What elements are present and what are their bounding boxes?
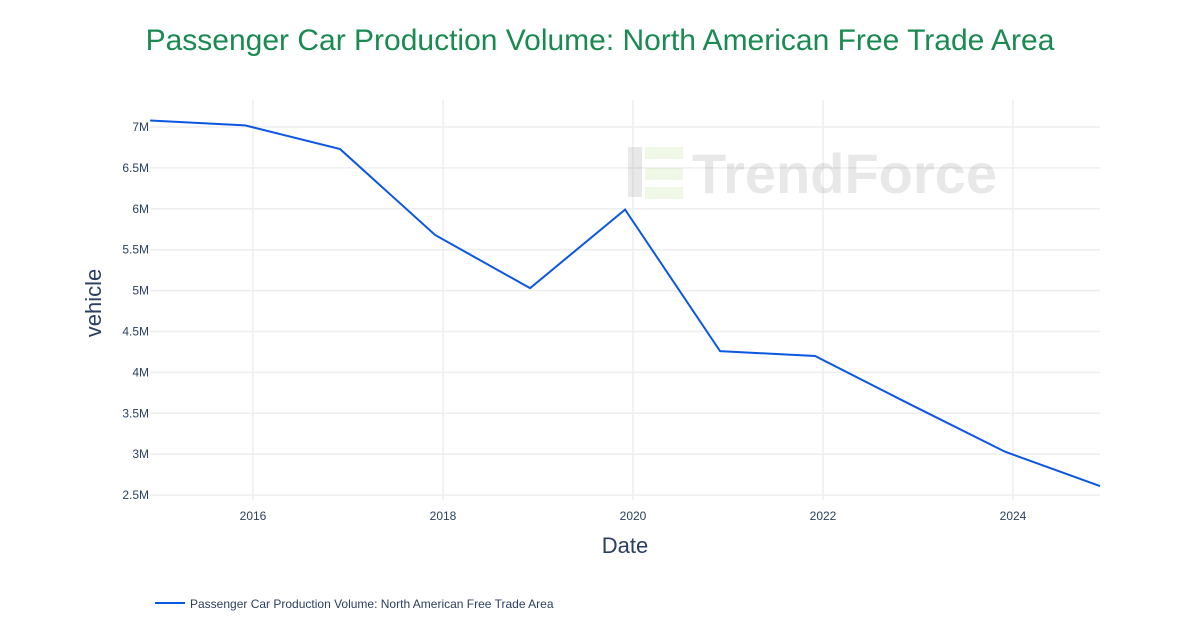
x-tick-label: 2024 xyxy=(1000,509,1027,523)
y-tick-label: 5M xyxy=(132,284,149,298)
x-axis-title: Date xyxy=(602,533,648,558)
legend[interactable]: Passenger Car Production Volume: North A… xyxy=(155,597,554,611)
series-line xyxy=(150,119,1101,488)
y-tick-label: 6M xyxy=(132,202,149,216)
y-tick-label: 2.5M xyxy=(122,488,149,502)
y-tick-label: 3M xyxy=(132,447,149,461)
x-axis-ticks: 2016 2018 2020 2022 2024 xyxy=(240,509,1027,523)
x-tick-label: 2020 xyxy=(620,509,647,523)
y-tick-label: 6.5M xyxy=(122,161,149,175)
y-tick-label: 5.5M xyxy=(122,243,149,257)
y-tick-label: 4M xyxy=(132,365,149,379)
x-tick-label: 2022 xyxy=(810,509,837,523)
watermark-logo: TrendForce xyxy=(628,142,997,205)
x-tick-label: 2018 xyxy=(430,509,457,523)
series-layer xyxy=(150,119,1101,488)
y-tick-label: 3.5M xyxy=(122,406,149,420)
chart-title: Passenger Car Production Volume: North A… xyxy=(146,24,1055,57)
svg-text:TrendForce: TrendForce xyxy=(692,142,997,205)
grid xyxy=(150,100,1100,500)
y-tick-label: 7M xyxy=(132,120,149,134)
y-axis-title: vehicle xyxy=(81,269,106,337)
y-tick-label: 4.5M xyxy=(122,325,149,339)
x-tick-label: 2016 xyxy=(240,509,267,523)
legend-label[interactable]: Passenger Car Production Volume: North A… xyxy=(190,597,554,611)
y-axis-ticks: 2.5M 3M 3.5M 4M 4.5M 5M 5.5M 6M 6.5M 7M xyxy=(122,120,149,502)
